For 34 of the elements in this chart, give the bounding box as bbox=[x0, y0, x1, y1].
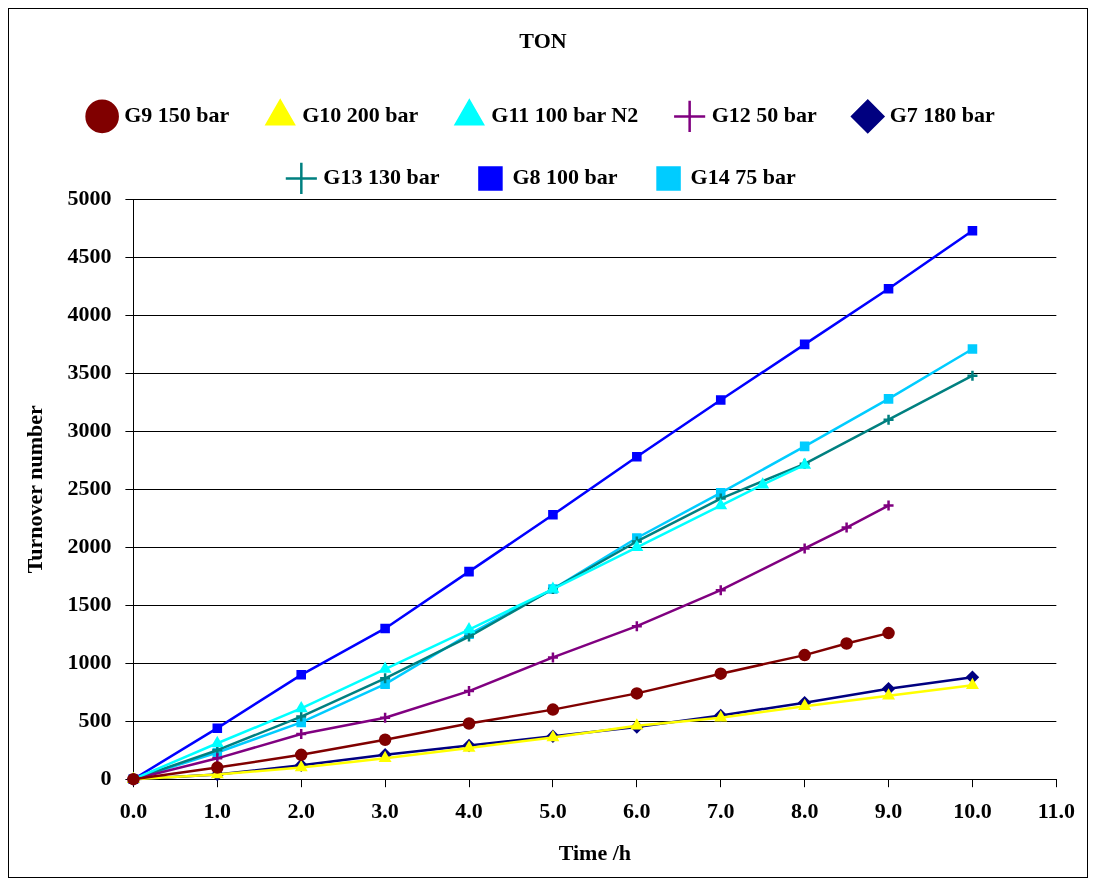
legend-label: G9 150 bar bbox=[124, 102, 230, 128]
x-tick-label: 5.0 bbox=[539, 798, 567, 824]
y-tick-label: 1500 bbox=[67, 590, 112, 616]
x-tick-label: 2.0 bbox=[287, 798, 315, 824]
legend-label: G13 130 bar bbox=[323, 164, 440, 190]
y-tick-label: 5000 bbox=[67, 185, 112, 211]
y-tick-label: 3500 bbox=[67, 359, 112, 385]
x-tick-label: 9.0 bbox=[874, 798, 903, 824]
legend-label: G7 180 bar bbox=[889, 102, 996, 128]
x-tick-label: 11.0 bbox=[1037, 798, 1076, 824]
x-tick-label: 8.0 bbox=[790, 798, 819, 824]
y-tick-label: 2500 bbox=[67, 474, 112, 500]
legend-label: G12 50 bar bbox=[711, 102, 817, 128]
legend-label: G14 75 bar bbox=[690, 164, 796, 190]
x-tick-label: 3.0 bbox=[371, 798, 399, 824]
x-tick-label: 10.0 bbox=[953, 798, 992, 824]
legend-label: G8 100 bar bbox=[512, 164, 618, 190]
x-tick-label: 6.0 bbox=[623, 798, 651, 824]
x-tick-label: 4.0 bbox=[455, 798, 483, 824]
y-tick-label: 3000 bbox=[67, 417, 112, 443]
y-tick-label: 4500 bbox=[67, 243, 112, 269]
legend-label: G10 200 bar bbox=[302, 102, 419, 128]
y-tick-label: 2000 bbox=[67, 532, 112, 558]
y-tick-label: 500 bbox=[78, 706, 112, 732]
y-tick-label: 4000 bbox=[67, 301, 112, 327]
chart-title: TON bbox=[519, 27, 567, 53]
legend-label: G11 100 bar N2 bbox=[491, 102, 639, 128]
y-tick-label: 0 bbox=[100, 764, 112, 790]
y-axis-title: Turnover number bbox=[21, 405, 47, 574]
x-tick-label: 7.0 bbox=[706, 798, 735, 824]
y-tick-label: 1000 bbox=[67, 648, 112, 674]
x-axis-title: Time /h bbox=[558, 840, 632, 866]
x-tick-label: 0.0 bbox=[119, 798, 148, 824]
x-tick-label: 1.0 bbox=[203, 798, 232, 824]
